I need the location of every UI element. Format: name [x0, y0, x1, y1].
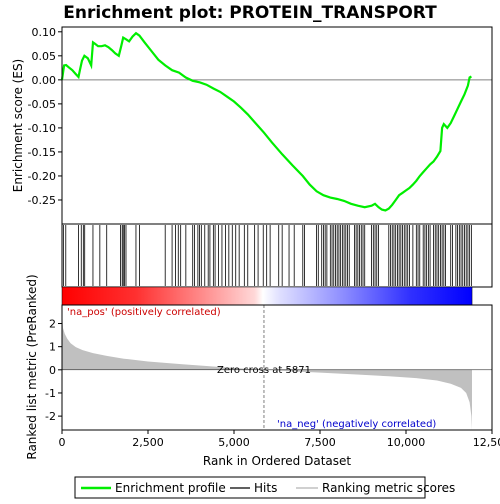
rank-colorbar-rect	[62, 287, 472, 305]
legend: Enrichment profile Hits Ranking metric sco…	[75, 477, 455, 498]
negative-correlation-label: 'na_neg' (negatively correlated)	[277, 419, 436, 430]
es-y-tick-label: -0.25	[28, 194, 56, 207]
metric-y-axis-label: Ranked list metric (PreRanked)	[25, 274, 39, 459]
metric-y-tick-label: 2	[49, 318, 56, 331]
es-y-tick-label: -0.20	[28, 170, 56, 183]
es-y-tick-label: -0.15	[28, 146, 56, 159]
x-tick-label: 0	[59, 436, 66, 449]
es-y-tick-label: 0.05	[32, 50, 57, 63]
es-y-axis-label: Enrichment score (ES)	[11, 59, 25, 192]
legend-item-label: Ranking metric scores	[322, 481, 455, 495]
x-tick-label: 5,000	[218, 436, 250, 449]
metric-y-tick-label: 0	[49, 364, 56, 377]
metric-y-tick-label: 1	[49, 341, 56, 354]
x-tick-label: 12,500	[473, 436, 500, 449]
legend-items: Enrichment profile Hits Ranking metric sco…	[81, 481, 455, 495]
rank-colorbar	[62, 287, 472, 305]
es-y-tick-label: 0.10	[32, 26, 57, 39]
chart-title: Enrichment plot: PROTEIN_TRANSPORT	[63, 3, 437, 23]
positive-correlation-label: 'na_pos' (positively correlated)	[67, 307, 221, 318]
zero-cross-label: Zero cross at 5871	[217, 365, 311, 376]
es-y-tick-label: -0.05	[28, 98, 56, 111]
metric-y-tick-label: -1	[45, 387, 56, 400]
legend-item-label: Hits	[254, 481, 277, 495]
x-tick-label: 10,000	[387, 436, 426, 449]
x-axis-label: Rank in Ordered Dataset	[203, 454, 351, 468]
es-y-tick-label: 0.00	[32, 74, 57, 87]
es-y-tick-label: -0.10	[28, 122, 56, 135]
legend-item-label: Enrichment profile	[115, 481, 226, 495]
x-tick-label: 2,500	[132, 436, 164, 449]
metric-y-tick-label: -2	[45, 410, 56, 423]
x-tick-label: 7,500	[304, 436, 336, 449]
